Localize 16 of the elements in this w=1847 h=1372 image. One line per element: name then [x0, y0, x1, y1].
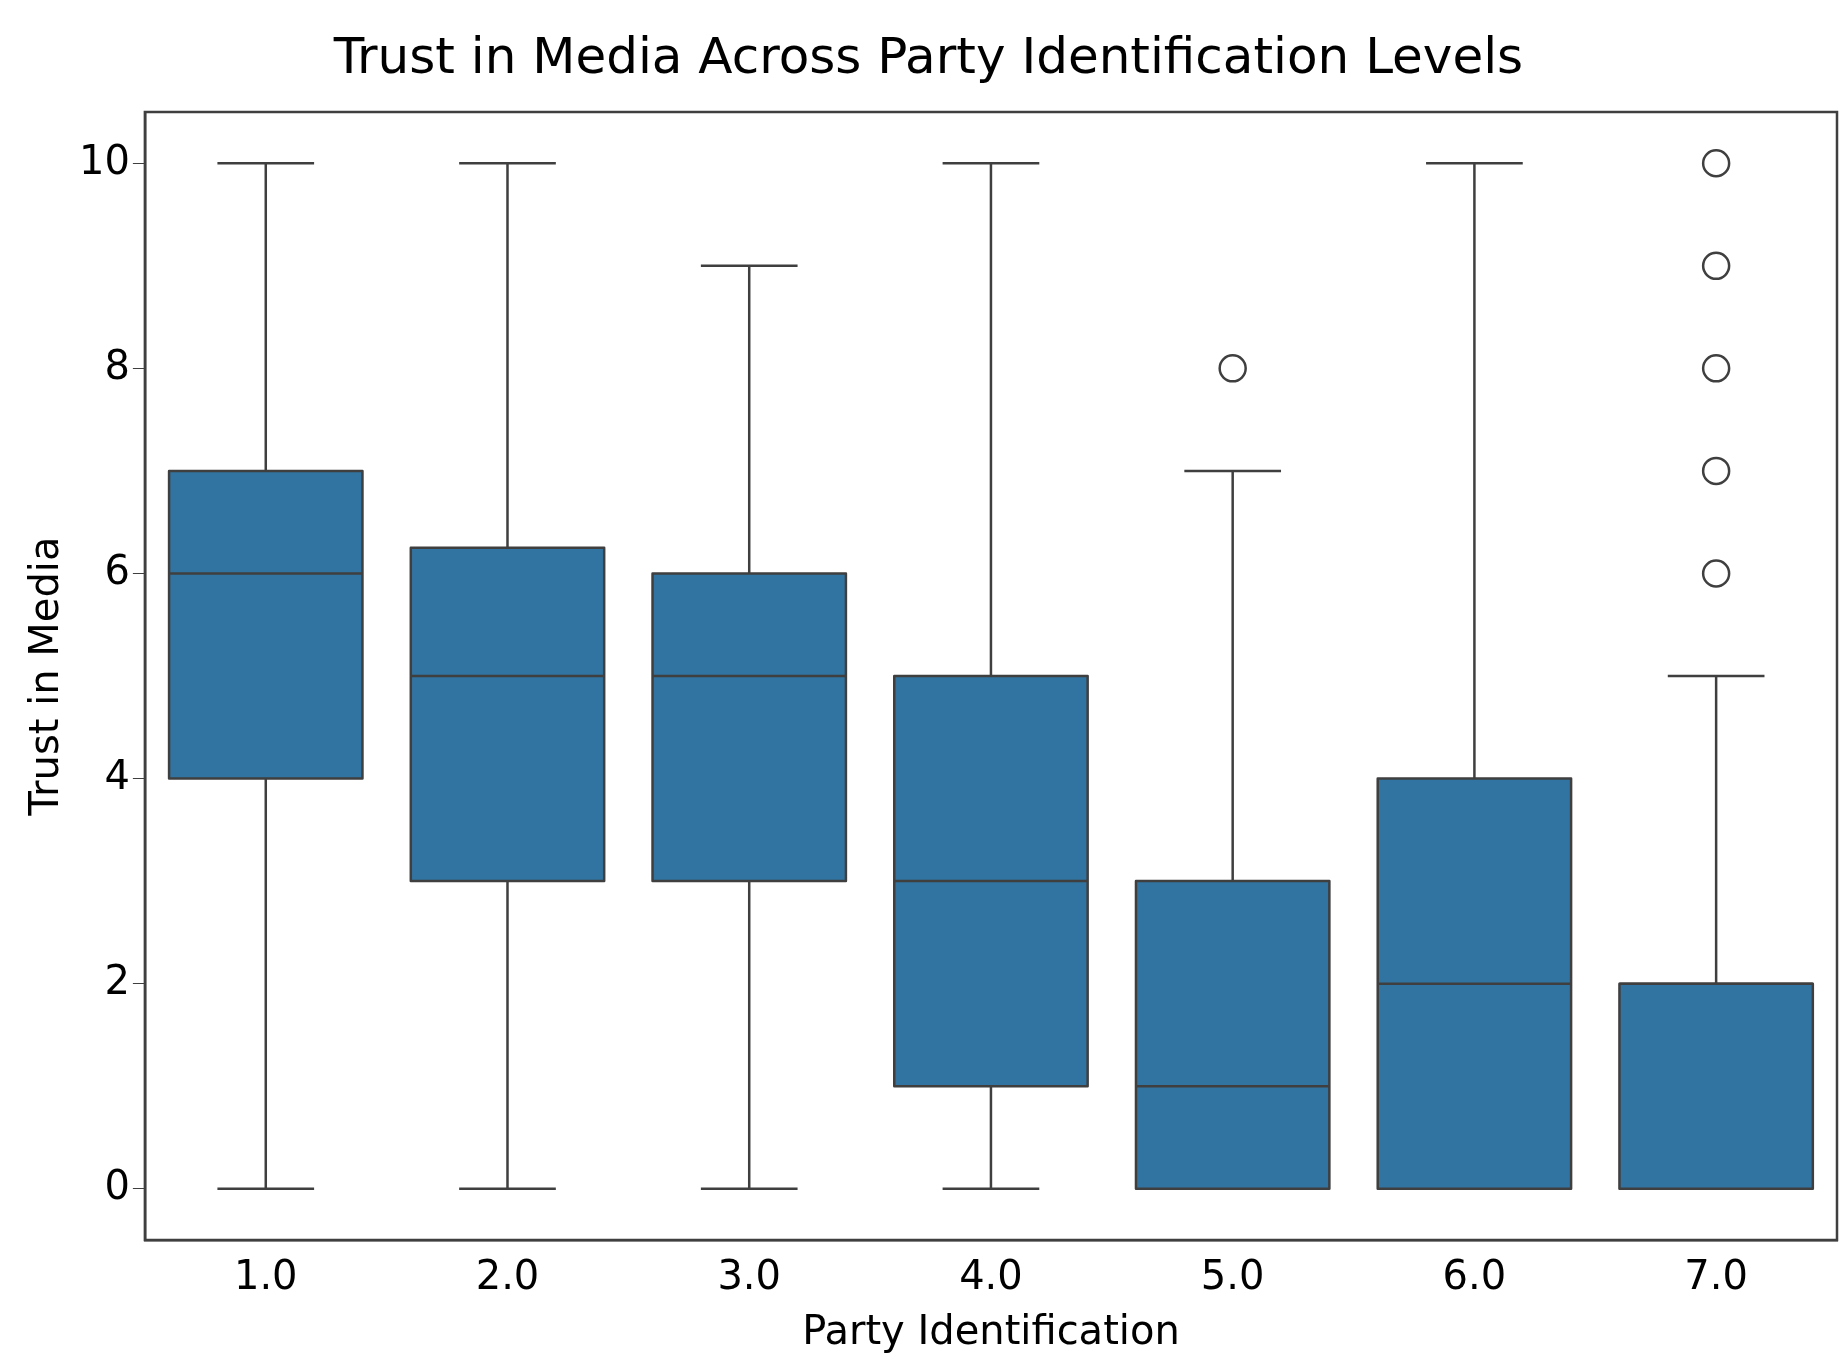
x-tick-label: 4.0 — [959, 1252, 1023, 1299]
x-tick-label: 5.0 — [1200, 1252, 1265, 1299]
chart-title: Trust in Media Across Party Identification Levels — [332, 26, 1524, 85]
x-axis-title: Party Identification — [802, 1307, 1180, 1354]
y-tick-label: 10 — [78, 136, 130, 183]
x-tick-label: 6.0 — [1442, 1252, 1507, 1299]
x-tick-label: 3.0 — [717, 1252, 782, 1299]
x-tick-label: 2.0 — [475, 1252, 540, 1299]
y-tick-label: 8 — [104, 341, 130, 388]
y-tick-label: 2 — [104, 957, 130, 1004]
x-tick-label: 7.0 — [1684, 1252, 1748, 1299]
x-tick-label: 1.0 — [233, 1252, 298, 1299]
y-tick-label: 6 — [104, 546, 130, 593]
y-tick-label: 0 — [104, 1162, 130, 1209]
y-axis-title: Trust in Media — [21, 536, 68, 817]
y-tick-label: 4 — [104, 751, 130, 798]
